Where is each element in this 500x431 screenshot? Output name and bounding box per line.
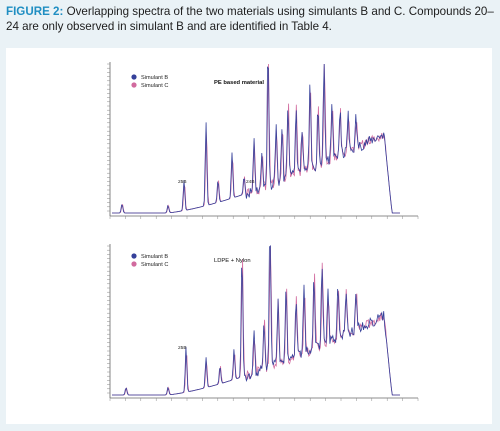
chart-pe-based-material: Simulant B Simulant C PE based material … [107, 62, 419, 219]
annotation-25b-bottom: 25B [178, 345, 187, 351]
figure-caption: FIGURE 2: Overlapping spectra of the two… [6, 4, 494, 34]
legend-label-b-top: Simulant B [141, 75, 168, 81]
chart-area: Simulant B Simulant C PE based material … [6, 48, 492, 424]
series-simulant-b-top [112, 63, 400, 214]
spectra-chart-svg: Simulant B Simulant C PE based material … [107, 62, 419, 401]
x-ticks-top [109, 216, 419, 219]
annotation-24b-top: 24B [246, 179, 255, 185]
annotation-25b-top: 25B [178, 179, 187, 185]
chart-title-bottom: LDPE + Nylon [214, 258, 251, 264]
x-ticks-bottom [109, 398, 419, 401]
legend-marker-b-top [131, 74, 137, 80]
legend-label-c-top: Simulant C [141, 83, 168, 89]
chart-title-top: PE based material [214, 80, 264, 86]
y-ticks-bottom [107, 245, 110, 394]
legend-marker-c-top [131, 82, 137, 88]
legend-marker-c-bottom [131, 261, 137, 267]
series-simulant-b-bottom [112, 245, 400, 396]
y-ticks-top [107, 63, 110, 212]
chart-ldpe-nylon: Simulant B Simulant C LDPE + Nylon 25B [107, 244, 419, 401]
legend-label-c-bottom: Simulant C [141, 262, 168, 268]
figure-caption-text: Overlapping spectra of the two materials… [6, 5, 494, 33]
legend-label-b-bottom: Simulant B [141, 254, 168, 260]
legend-marker-b-bottom [131, 253, 137, 259]
figure-label: FIGURE 2: [6, 5, 64, 18]
